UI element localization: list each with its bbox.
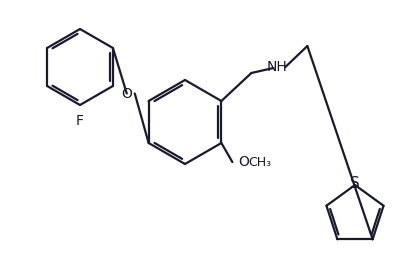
Text: O: O bbox=[239, 155, 249, 169]
Text: S: S bbox=[350, 176, 360, 191]
Text: NH: NH bbox=[267, 60, 288, 74]
Text: O: O bbox=[121, 86, 132, 101]
Text: F: F bbox=[76, 114, 84, 128]
Text: CH₃: CH₃ bbox=[248, 156, 272, 168]
